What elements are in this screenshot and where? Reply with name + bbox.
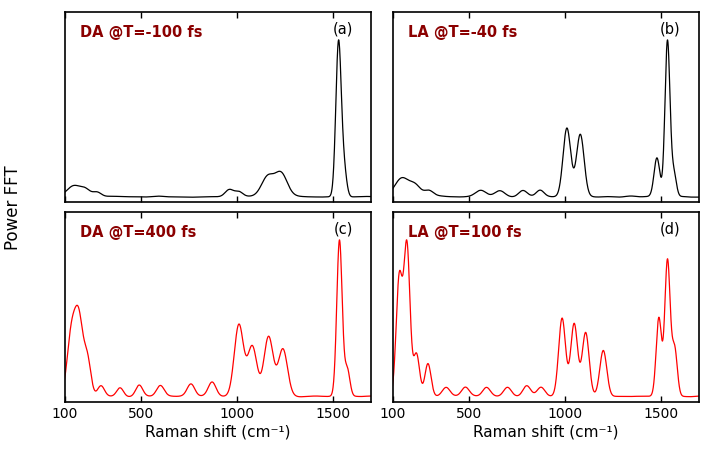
Text: DA @T=-100 fs: DA @T=-100 fs: [80, 25, 202, 40]
Text: (c): (c): [333, 221, 353, 236]
Text: (d): (d): [660, 221, 680, 236]
Text: Power FFT: Power FFT: [4, 165, 22, 250]
Text: (a): (a): [332, 21, 353, 36]
Text: (b): (b): [660, 21, 680, 36]
Text: LA @T=-40 fs: LA @T=-40 fs: [408, 25, 517, 40]
X-axis label: Raman shift (cm⁻¹): Raman shift (cm⁻¹): [145, 425, 290, 440]
Text: DA @T=400 fs: DA @T=400 fs: [80, 225, 196, 240]
X-axis label: Raman shift (cm⁻¹): Raman shift (cm⁻¹): [473, 425, 619, 440]
Text: LA @T=100 fs: LA @T=100 fs: [408, 225, 521, 240]
